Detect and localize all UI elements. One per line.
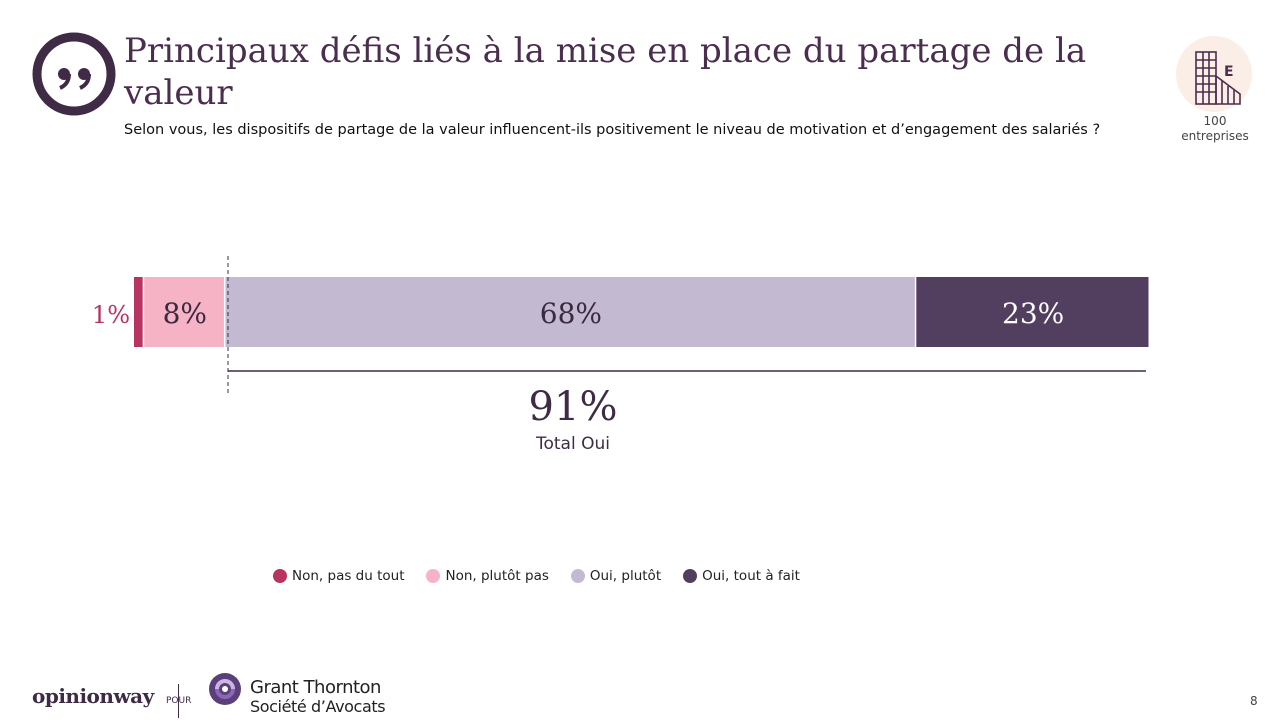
legend-label: Oui, tout à fait	[702, 568, 800, 584]
legend-label: Non, plutôt pas	[445, 568, 549, 584]
bar-label-1: 1%	[92, 301, 130, 329]
question-text: Selon vous, les dispositifs de partage d…	[124, 122, 1101, 138]
partner-subtitle: Société d’Avocats	[250, 697, 386, 716]
bar-segment-2	[144, 277, 224, 347]
bar-segment-4	[916, 277, 1149, 347]
page-number: 8	[1250, 694, 1258, 708]
legend-item-1: Non, pas du tout	[273, 568, 404, 584]
legend-swatch	[570, 569, 585, 583]
chart-legend: Non, pas du tout Non, plutôt pas Oui, plut…	[273, 568, 800, 584]
bar-segment-3	[225, 277, 915, 347]
legend-swatch	[683, 569, 698, 583]
bar-label-4: 23%	[1002, 297, 1064, 330]
building-icon: E	[1195, 51, 1241, 105]
sample-label: entreprises	[1181, 129, 1249, 143]
grant-thornton-icon	[209, 673, 241, 705]
legend-label: Non, pas du tout	[292, 568, 405, 584]
legend-item-3: Oui, plutôt	[570, 568, 662, 584]
sample-value: 100	[1203, 114, 1227, 128]
svg-text:E: E	[1224, 64, 1234, 80]
legend-swatch	[273, 569, 287, 583]
sample-size: 100 entreprises	[1170, 114, 1260, 144]
bar-label-2: 8%	[163, 297, 207, 330]
legend-swatch	[426, 569, 441, 583]
pour-label: POUR	[166, 696, 192, 706]
total-label: Total Oui	[535, 434, 610, 454]
partner-name: Grant Thornton	[250, 677, 381, 698]
page-title: Principaux défis liés à la mise en place…	[124, 31, 1087, 113]
bar-label-3: 68%	[540, 297, 602, 330]
bar-segment-1	[134, 277, 143, 347]
opinionway-logo: opinionway	[32, 684, 154, 708]
legend-label: Oui, plutôt	[589, 568, 662, 584]
footer-divider	[178, 684, 179, 718]
legend-item-4: Oui, tout à fait	[683, 568, 800, 584]
quote-icon	[32, 32, 116, 116]
total-value: 91%	[529, 384, 618, 430]
legend-item-2: Non, plutôt pas	[426, 568, 549, 584]
